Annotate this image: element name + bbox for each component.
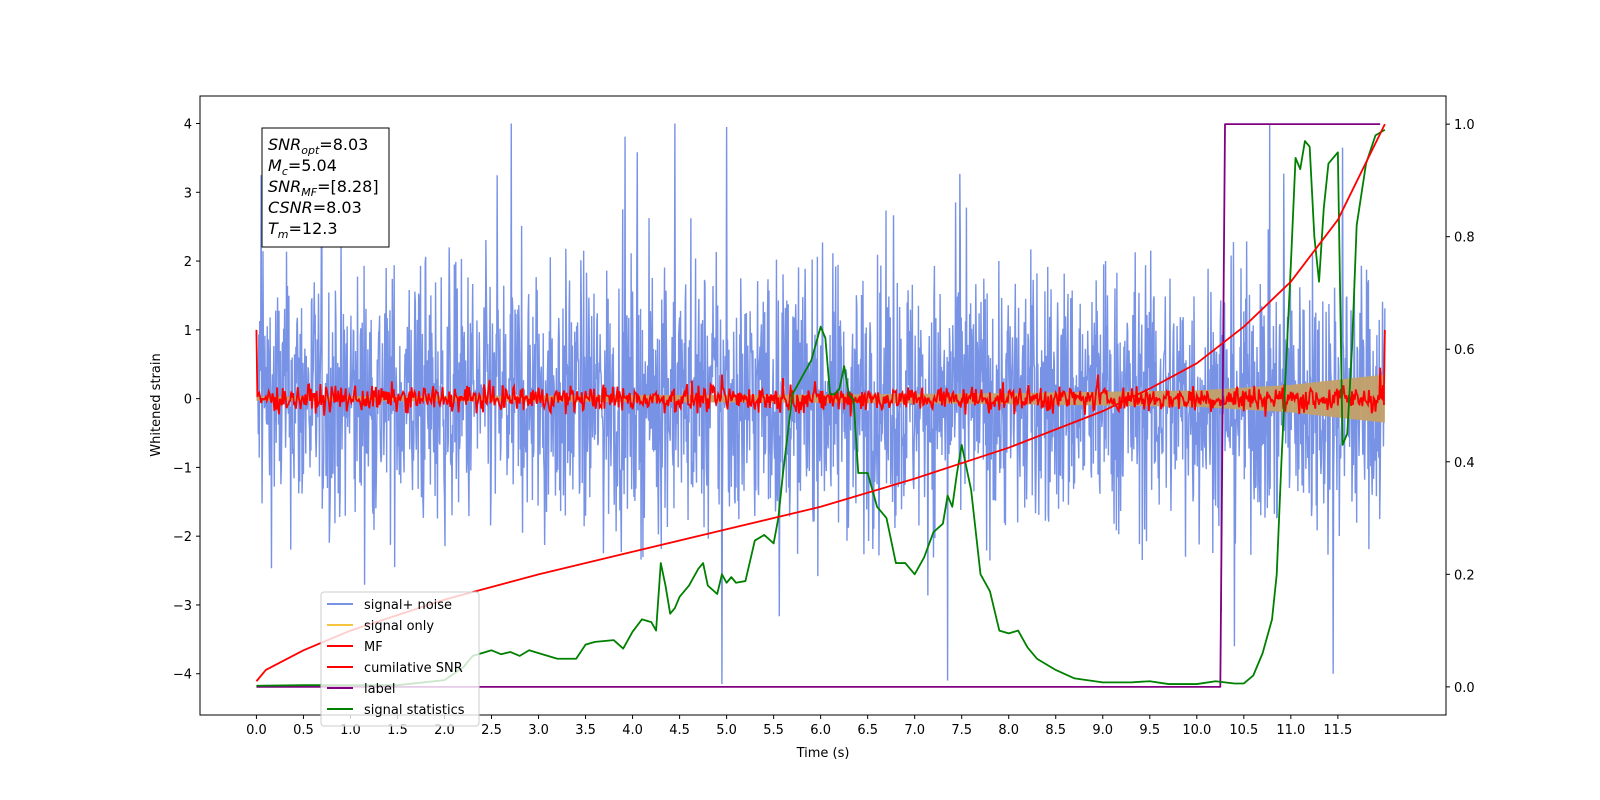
x-tick-label: 1.5 bbox=[387, 723, 408, 738]
y2-tick-label: 0.6 bbox=[1454, 343, 1475, 358]
annotation-line: Tm=12.3 bbox=[268, 219, 338, 241]
y-tick-label: 1 bbox=[184, 324, 192, 339]
series-signal-noise bbox=[255, 123, 1386, 685]
annotation-var: T bbox=[268, 219, 279, 238]
x-tick-label: 10.0 bbox=[1182, 723, 1211, 738]
y-tick-label: −1 bbox=[173, 461, 192, 476]
legend-entry: label bbox=[364, 682, 395, 697]
legend-entry: signal only bbox=[364, 619, 434, 634]
series-mf bbox=[255, 329, 1386, 417]
annotation-value: =[8.28] bbox=[317, 177, 379, 196]
x-tick-label: 11.0 bbox=[1276, 723, 1305, 738]
annotation-subscript: MF bbox=[301, 186, 317, 199]
annotation-line: CSNR=8.03 bbox=[268, 198, 362, 217]
legend-entry: signal+ noise bbox=[364, 598, 452, 613]
y-tick-label: −2 bbox=[173, 530, 192, 545]
legend-entry: MF bbox=[364, 640, 383, 655]
x-tick-label: 2.0 bbox=[434, 723, 455, 738]
y-tick-label: −4 bbox=[173, 668, 192, 683]
x-tick-label: 7.0 bbox=[904, 723, 925, 738]
annotation-subscript: c bbox=[282, 165, 288, 178]
x-tick-label: 0.5 bbox=[293, 723, 314, 738]
annotation-value: =5.04 bbox=[288, 156, 337, 175]
x-tick-label: 4.0 bbox=[622, 723, 643, 738]
legend: signal+ noise signal only MF cumilative SNR… bbox=[320, 591, 480, 727]
x-tick-label: 11.5 bbox=[1323, 723, 1352, 738]
annotation-box: SNRopt=8.03Mc=5.04SNRMF=[8.28]CSNR=8.03T… bbox=[261, 127, 390, 248]
x-tick-label: 0.0 bbox=[246, 723, 267, 738]
y-tick-label: 4 bbox=[184, 118, 192, 133]
annotation-subscript: opt bbox=[301, 144, 320, 157]
y2-tick-label: 0.8 bbox=[1454, 231, 1475, 246]
series-signal-statistics bbox=[256, 128, 1386, 687]
annotation-value: =12.3 bbox=[289, 219, 338, 238]
x-tick-label: 4.5 bbox=[669, 723, 690, 738]
x-tick-label: 5.0 bbox=[716, 723, 737, 738]
annotation-line: SNRMF=[8.28] bbox=[268, 177, 379, 199]
axes: 0.0 0.5 1.0 1.5 2.0 2.5 3.0 3.5 4.0 4.5 5.0 5.5 6.0 6… bbox=[173, 118, 1475, 738]
x-tick-label: 6.0 bbox=[810, 723, 831, 738]
legend-entry: cumilative SNR bbox=[364, 661, 463, 676]
annotation-var: SNR bbox=[268, 135, 301, 154]
x-tick-label: 3.0 bbox=[528, 723, 549, 738]
x-tick-label: 9.5 bbox=[1139, 723, 1160, 738]
annotation-value: =8.03 bbox=[313, 198, 362, 217]
plot-frame bbox=[199, 95, 1447, 716]
y-tick-label: 2 bbox=[184, 255, 192, 270]
y-tick-label: 0 bbox=[184, 393, 192, 408]
x-tick-label: 8.5 bbox=[1045, 723, 1066, 738]
x-tick-label: 9.0 bbox=[1092, 723, 1113, 738]
annotation-line: SNRopt=8.03 bbox=[268, 135, 368, 157]
annotation-var: SNR bbox=[268, 177, 301, 196]
y-tick-label: 3 bbox=[184, 186, 192, 201]
x-axis-label: Time (s) bbox=[796, 746, 850, 761]
y-tick-label: −3 bbox=[173, 599, 192, 614]
annotation-var: M bbox=[268, 156, 282, 175]
x-tick-label: 6.5 bbox=[857, 723, 878, 738]
x-tick-label: 7.5 bbox=[951, 723, 972, 738]
y-axis-label: Whitened strain bbox=[149, 353, 164, 456]
legend-entry: signal statistics bbox=[364, 703, 465, 718]
plot-area bbox=[255, 123, 1386, 688]
annotation-value: =8.03 bbox=[319, 135, 368, 154]
annotation-frame bbox=[261, 127, 390, 248]
y2-tick-label: 0.4 bbox=[1454, 456, 1475, 471]
annotation-var: CSNR bbox=[268, 198, 313, 217]
y2-tick-label: 0.0 bbox=[1454, 681, 1475, 696]
annotation-line: Mc=5.04 bbox=[268, 156, 337, 178]
x-tick-label: 1.0 bbox=[340, 723, 361, 738]
x-tick-label: 3.5 bbox=[575, 723, 596, 738]
legend-frame bbox=[320, 591, 480, 727]
y2-tick-label: 1.0 bbox=[1454, 118, 1475, 133]
x-tick-label: 2.5 bbox=[481, 723, 502, 738]
x-tick-label: 5.5 bbox=[763, 723, 784, 738]
series-label bbox=[256, 123, 1381, 688]
x-tick-label: 8.0 bbox=[998, 723, 1019, 738]
y2-tick-label: 0.2 bbox=[1454, 568, 1475, 583]
x-tick-label: 10.5 bbox=[1229, 723, 1258, 738]
annotation-subscript: m bbox=[278, 228, 289, 241]
